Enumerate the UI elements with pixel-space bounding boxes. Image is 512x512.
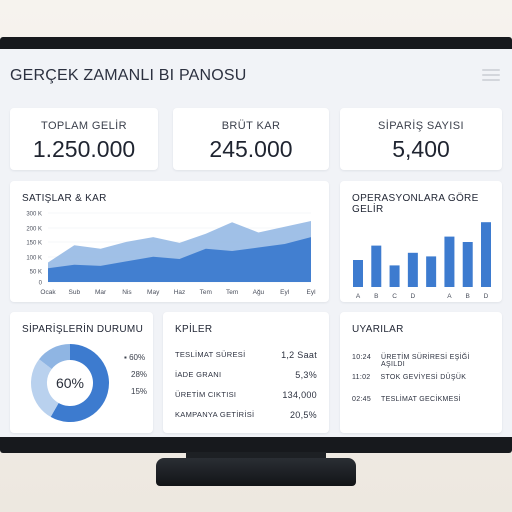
kpi-value: 245.000: [209, 136, 293, 162]
kpi-label: SİPARİŞ SAYISI: [378, 120, 464, 132]
bar-label: C: [392, 293, 397, 300]
donut-slice: [31, 359, 60, 417]
ops-revenue-card: OPERASYONLARA GÖRE GELİR A B C D A B D: [340, 181, 502, 302]
bar-label: A: [356, 293, 361, 300]
monitor: GERÇEK ZAMANLI BI PANOSU TOPLAM GELİR 1.…: [0, 37, 512, 453]
x-tick-label: May: [147, 289, 160, 296]
y-tick-label: 200 K: [26, 227, 42, 233]
x-tick-label: Sub: [69, 289, 81, 296]
kpi-label: BRÜT KAR: [221, 120, 281, 132]
series-area-2: [48, 237, 311, 282]
donut-slice: [39, 344, 71, 370]
bar: [407, 252, 418, 287]
sales-chart-title: SATIŞLAR & KAR: [22, 193, 107, 204]
alerts-title: UYARILAR: [352, 324, 404, 335]
sales-profit-card: SATIŞLAR & KAR 300 K 200 K 150 K 100 K 50 K 0…: [10, 181, 329, 302]
alert-row[interactable]: 11:02 STOK GEVİYESİ DÜŞÜK: [352, 374, 467, 381]
donut-center-label: 60%: [56, 375, 84, 391]
kpi-list-row: İADE GRANI 5,3%: [175, 370, 317, 380]
order-status-card: SİPARİŞLERİN DURUMU 60% ▪ 60% 28% 15%: [10, 312, 153, 433]
legend-item: 28%: [131, 370, 148, 379]
bar-label: A: [447, 293, 452, 300]
kpi-card-total-revenue: TOPLAM GELİR 1.250.000: [10, 108, 158, 170]
menu-icon[interactable]: [482, 69, 500, 81]
x-tick-label: Tem: [200, 289, 212, 296]
bar: [462, 242, 473, 287]
bar-label: D: [411, 293, 416, 300]
y-tick-label: 50 K: [30, 270, 42, 276]
bar: [389, 265, 400, 287]
kpi-list-row: KAMPANYA GETİRİSİ 20,5%: [175, 410, 317, 420]
kpi-list-card: KPİLER TESLİMAT SÜRESİ 1,2 Saat İADE GRAN…: [163, 312, 329, 433]
order-status-title: SİPARİŞLERİN DURUMU: [22, 324, 144, 335]
bar-label: B: [466, 293, 470, 300]
alert-row[interactable]: 02:45 TESLİMAT GECİKMESİ: [352, 396, 461, 403]
bar-label: B: [374, 293, 378, 300]
x-tick-label: Nis: [122, 289, 132, 296]
page-title: GERÇEK ZAMANLI BI PANOSU: [10, 67, 247, 84]
kpi-card-gross-profit: BRÜT KAR 245.000: [173, 108, 329, 170]
kpi-list-row: ÜRETİM CIKTISI 134,000: [175, 390, 317, 400]
bar: [444, 236, 455, 287]
y-tick-label: 0: [39, 281, 43, 287]
x-tick-label: Ocak: [40, 289, 56, 296]
kpi-list-row: TESLİMAT SÜRESİ 1,2 Saat: [175, 350, 317, 360]
monitor-stand-base: [156, 458, 356, 486]
ops-chart-title: OPERASYONLARA GÖRE GELİR: [352, 193, 479, 215]
bar: [371, 245, 382, 287]
kpi-value: 1.250.000: [32, 136, 136, 162]
x-tick-label: Eyl: [280, 289, 290, 296]
kpi-value: 5,400: [392, 136, 450, 162]
x-tick-label: Tem: [226, 289, 238, 296]
alerts-card: UYARILAR 10:24 ÜRETİM SÜRİRESİ EŞİĞİ AŞIL…: [340, 312, 502, 433]
x-tick-label: Ağu: [253, 289, 265, 296]
x-tick-label: Mar: [95, 289, 107, 296]
order-status-donut: 60%: [31, 344, 109, 422]
legend-item: 15%: [131, 387, 148, 396]
bar: [426, 256, 437, 287]
bar-label: D: [484, 293, 489, 300]
kpi-label: TOPLAM GELİR: [41, 120, 127, 132]
y-tick-label: 300 K: [26, 212, 42, 218]
dashboard-screen: GERÇEK ZAMANLI BI PANOSU TOPLAM GELİR 1.…: [0, 49, 512, 437]
alert-row[interactable]: 10:24 ÜRETİM SÜRİRESİ EŞİĞİ AŞILDI: [352, 354, 470, 368]
monitor-stand-neck: [186, 452, 326, 462]
donut-slice: [50, 344, 109, 422]
bar: [353, 260, 363, 287]
sales-area-chart: 300 K 200 K 150 K 100 K 50 K 0 Ocak Sub Mar Nis Ma…: [26, 212, 316, 297]
bar: [481, 222, 491, 287]
x-tick-label: Haz: [174, 289, 186, 296]
y-tick-label: 150 K: [26, 241, 42, 247]
y-tick-label: 100 K: [26, 256, 42, 262]
x-tick-label: Eyl: [306, 289, 316, 296]
legend-item: ▪ 60%: [124, 353, 146, 362]
kpi-list-title: KPİLER: [175, 324, 213, 335]
kpi-card-order-count: SİPARİŞ SAYISI 5,400: [340, 108, 502, 170]
